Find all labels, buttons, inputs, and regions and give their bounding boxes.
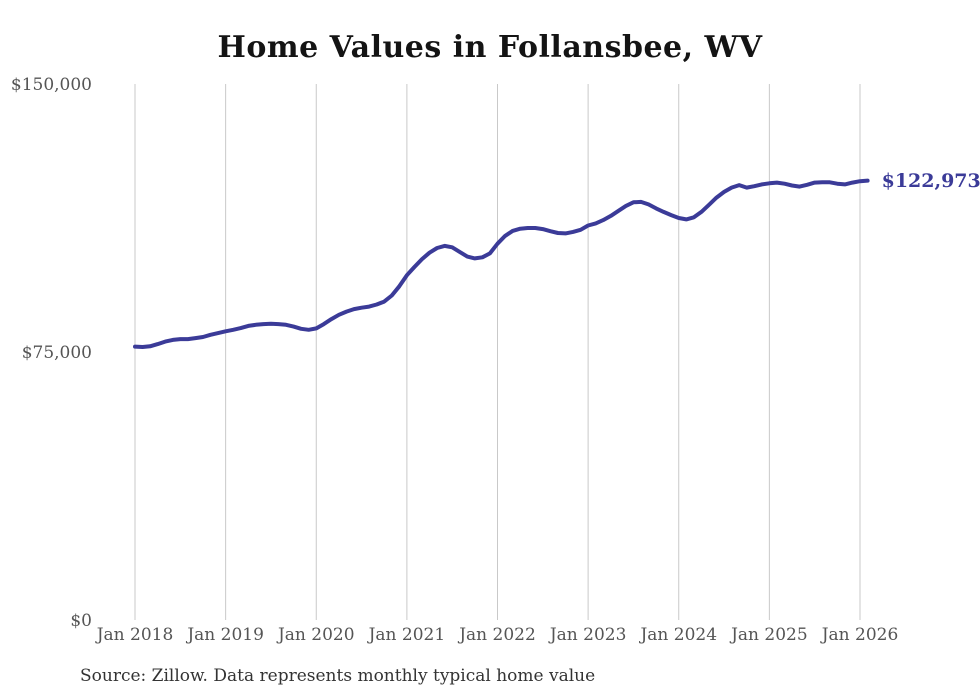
x-tick-label: Jan 2024: [638, 625, 717, 645]
x-tick-label: Jan 2025: [729, 625, 808, 645]
x-tick-label: Jan 2018: [95, 625, 174, 645]
chart-title: Home Values in Follansbee, WV: [217, 30, 763, 65]
y-axis-labels: $0 $75,000 $150,000: [11, 75, 92, 631]
gridlines: [134, 84, 861, 620]
x-tick-label: Jan 2021: [367, 625, 446, 645]
x-tick-label: Jan 2022: [457, 625, 536, 645]
x-tick-label: Jan 2020: [276, 625, 355, 645]
home-values-line-chart: $0$75,000$150,000 Jan 2018 Jan 2019 Jan 20…: [11, 75, 980, 645]
x-axis-labels: Jan 2018 Jan 2019 Jan 2020 Jan 2021 Jan 2022…: [95, 625, 899, 645]
x-tick-label: Jan 2019: [185, 625, 264, 645]
x-tick-label: Jan 2023: [548, 625, 627, 645]
y-tick-label: $75,000: [22, 343, 92, 363]
y-tick-label: $150,000: [11, 75, 92, 95]
latest-value-label: $122,973: [882, 170, 980, 192]
source-note: Source: Zillow. Data represents monthly …: [80, 666, 596, 686]
home-value-line: [133, 178, 870, 349]
y-tick-label: $0: [70, 611, 92, 631]
x-tick-label: Jan 2026: [820, 625, 899, 645]
